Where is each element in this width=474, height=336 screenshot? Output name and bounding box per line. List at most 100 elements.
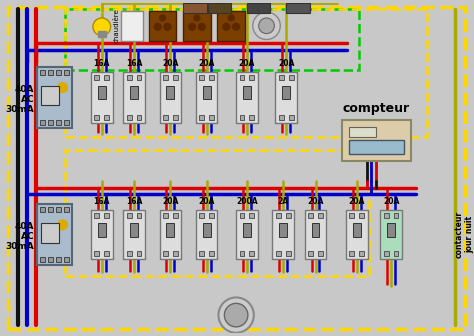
Bar — [209, 115, 214, 120]
Bar — [209, 213, 214, 218]
Bar — [137, 75, 141, 80]
Circle shape — [219, 297, 254, 333]
Circle shape — [223, 23, 230, 30]
Bar — [243, 223, 251, 237]
Bar — [173, 213, 178, 218]
Text: 20A: 20A — [348, 197, 365, 206]
Bar — [249, 251, 254, 256]
Text: 30mA: 30mA — [5, 242, 34, 251]
Text: 40A: 40A — [15, 85, 34, 94]
Bar — [183, 3, 207, 13]
Bar — [200, 75, 204, 80]
Bar — [137, 213, 141, 218]
Circle shape — [259, 18, 274, 34]
Bar — [342, 120, 410, 161]
Bar — [127, 75, 132, 80]
Bar — [203, 86, 210, 99]
Bar — [249, 115, 254, 120]
Bar — [56, 257, 61, 262]
Text: 20A: 20A — [162, 197, 179, 206]
Bar — [276, 213, 281, 218]
Text: 40A: 40A — [15, 222, 34, 232]
Bar — [166, 223, 174, 237]
Bar — [346, 210, 367, 259]
Bar — [247, 3, 271, 13]
Circle shape — [233, 23, 239, 30]
Bar — [48, 70, 53, 75]
Bar — [37, 67, 73, 128]
Bar — [353, 223, 361, 237]
Text: 16A: 16A — [126, 59, 142, 68]
Bar — [282, 86, 290, 99]
Bar — [94, 115, 100, 120]
Text: 20A: 20A — [307, 197, 324, 206]
Bar — [41, 86, 59, 105]
Bar — [279, 223, 287, 237]
Bar — [98, 86, 106, 99]
Bar — [104, 251, 109, 256]
Bar — [160, 72, 181, 123]
Bar — [56, 207, 61, 212]
Bar — [104, 115, 109, 120]
Circle shape — [160, 15, 165, 21]
Bar — [393, 251, 399, 256]
Text: 2A: 2A — [278, 197, 289, 206]
Bar — [130, 223, 138, 237]
Bar — [384, 213, 389, 218]
Bar — [173, 251, 178, 256]
Bar — [196, 210, 218, 259]
Bar — [305, 210, 327, 259]
Bar — [91, 210, 112, 259]
Bar — [311, 223, 319, 237]
Bar — [349, 251, 354, 256]
Bar — [200, 213, 204, 218]
Text: 16A: 16A — [93, 59, 110, 68]
Bar — [104, 213, 109, 218]
Bar — [48, 207, 53, 212]
Text: 20A: 20A — [239, 59, 255, 68]
Bar — [64, 70, 69, 75]
Text: AC: AC — [20, 95, 34, 104]
Bar — [209, 75, 214, 80]
Bar — [94, 213, 100, 218]
Bar — [149, 11, 176, 41]
Bar — [387, 223, 395, 237]
Bar — [40, 120, 46, 125]
Bar — [239, 213, 245, 218]
Bar — [163, 115, 168, 120]
Bar — [308, 251, 313, 256]
Text: 20A: 20A — [383, 197, 399, 206]
Circle shape — [164, 23, 171, 30]
Bar — [243, 86, 251, 99]
Bar — [208, 3, 231, 13]
Bar — [64, 120, 69, 125]
Bar — [56, 120, 61, 125]
Bar — [166, 86, 174, 99]
Bar — [121, 11, 143, 41]
Bar — [173, 75, 178, 80]
Bar — [393, 213, 399, 218]
Text: 200A: 200A — [236, 197, 258, 206]
Bar — [200, 115, 204, 120]
Bar — [359, 251, 364, 256]
Bar — [279, 115, 284, 120]
Bar — [40, 207, 46, 212]
Bar — [173, 115, 178, 120]
Bar — [380, 210, 402, 259]
Bar — [64, 207, 69, 212]
Bar — [48, 120, 53, 125]
Bar — [236, 210, 258, 259]
Bar — [236, 72, 258, 123]
Bar — [56, 70, 61, 75]
Bar — [218, 11, 245, 41]
Bar — [137, 115, 141, 120]
Bar — [239, 115, 245, 120]
Bar — [123, 210, 145, 259]
Bar — [40, 257, 46, 262]
Bar — [249, 213, 254, 218]
Bar — [359, 213, 364, 218]
Bar — [160, 210, 181, 259]
Bar — [98, 223, 106, 237]
Bar — [196, 72, 218, 123]
Circle shape — [199, 23, 205, 30]
